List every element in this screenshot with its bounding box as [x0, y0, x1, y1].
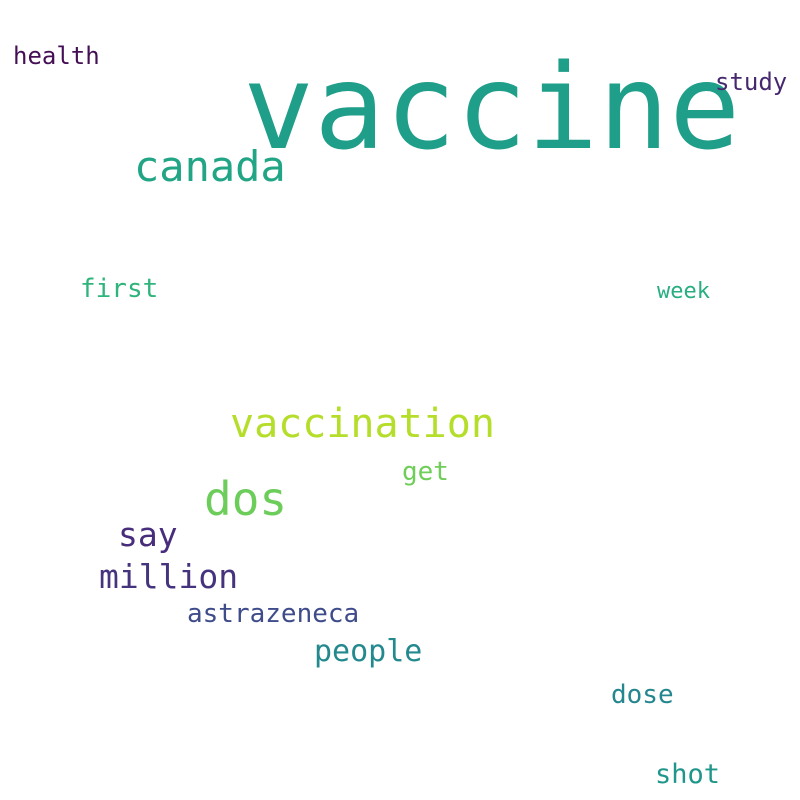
- word-health: health: [13, 42, 100, 70]
- word-shot: shot: [655, 759, 721, 790]
- word-dose: dose: [611, 680, 674, 710]
- word-dos: dos: [204, 472, 288, 526]
- word-say: say: [118, 515, 178, 554]
- word-week: week: [657, 279, 710, 304]
- word-study: study: [715, 68, 788, 96]
- word-people: people: [314, 634, 423, 669]
- word-astrazeneca: astrazeneca: [187, 599, 360, 629]
- word-vaccine: vaccine: [243, 38, 741, 176]
- word-get: get: [402, 457, 449, 487]
- word-million: million: [99, 557, 239, 596]
- word-canada: canada: [134, 142, 286, 191]
- word-vaccination: vaccination: [230, 401, 495, 447]
- word-first: first: [80, 274, 159, 304]
